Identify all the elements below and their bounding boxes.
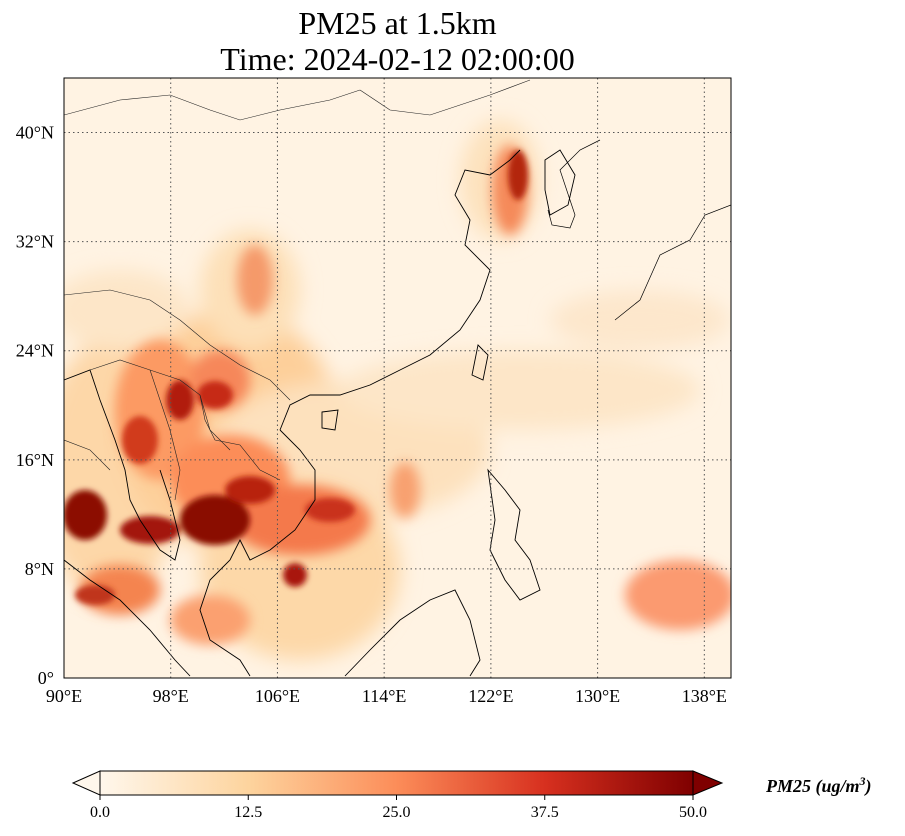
y-axis-ticks: 0° 8°N 16°N 24°N 32°N 40°N xyxy=(16,123,54,688)
colorbar-bar xyxy=(99,770,694,796)
y-tick-label: 0° xyxy=(38,668,54,688)
colorbar-extend-min xyxy=(71,770,101,796)
y-tick-label: 32°N xyxy=(16,232,54,252)
colorbar-tick-label: 37.5 xyxy=(531,804,559,821)
map-frame xyxy=(63,77,732,679)
colorbar-tick-label: 50.0 xyxy=(679,804,707,821)
colorbar: 0.0 12.5 25.0 37.5 50.0 xyxy=(71,770,724,821)
x-tick-label: 122°E xyxy=(468,686,513,706)
colorbar-tick-label: 12.5 xyxy=(234,804,262,821)
y-tick-label: 16°N xyxy=(16,450,54,470)
title-line1: PM25 at 1.5km xyxy=(298,5,497,41)
colorbar-extend-max xyxy=(692,770,724,796)
colorbar-ticks: 0.0 12.5 25.0 37.5 50.0 xyxy=(90,795,707,821)
title-line2: Time: 2024-02-12 02:00:00 xyxy=(220,41,575,77)
y-tick-label: 24°N xyxy=(16,341,54,361)
colorbar-tick-label: 0.0 xyxy=(90,804,110,821)
x-tick-label: 98°E xyxy=(153,686,189,706)
haze-hotspot-layer xyxy=(64,150,528,605)
x-axis-ticks: 90°E 98°E 106°E 114°E 122°E 130°E 138°E xyxy=(46,686,727,706)
x-tick-label: 114°E xyxy=(362,686,407,706)
pm25-field xyxy=(64,78,731,678)
colorbar-tick-label: 25.0 xyxy=(383,804,411,821)
coastlines xyxy=(64,139,731,677)
gridlines xyxy=(64,78,731,678)
x-tick-label: 130°E xyxy=(575,686,620,706)
y-tick-label: 40°N xyxy=(16,123,54,143)
x-tick-label: 138°E xyxy=(682,686,727,706)
x-tick-label: 90°E xyxy=(46,686,82,706)
y-tick-label: 8°N xyxy=(25,559,54,579)
x-tick-label: 106°E xyxy=(255,686,300,706)
colorbar-title: PM25 (ug/m3) xyxy=(766,774,872,796)
country-borders xyxy=(64,79,531,501)
